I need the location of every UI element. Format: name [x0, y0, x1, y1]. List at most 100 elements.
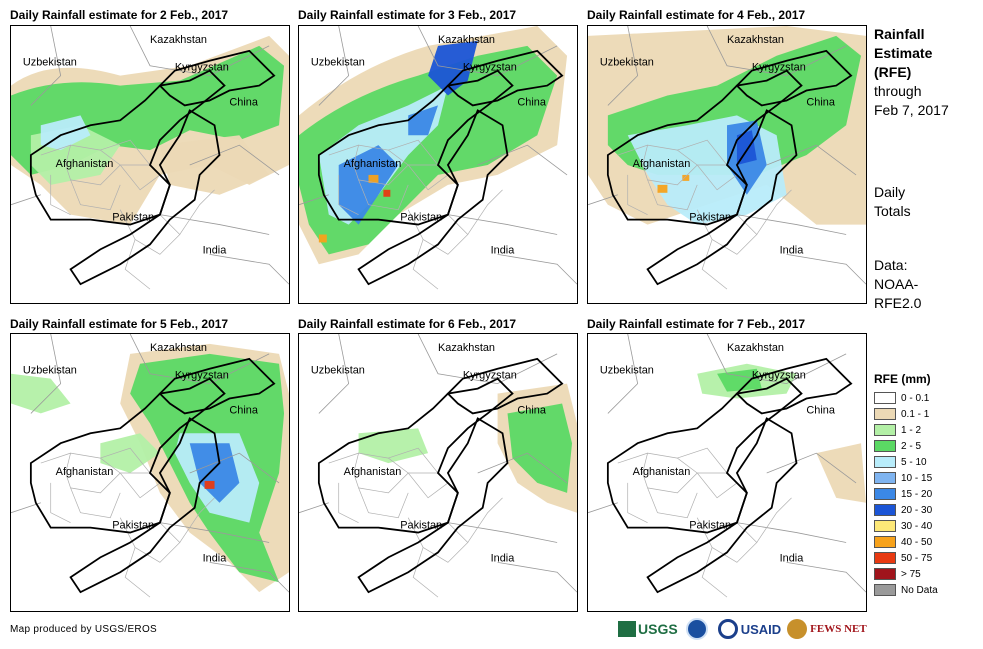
svg-text:Uzbekistan: Uzbekistan — [23, 57, 77, 69]
legend-item: 10 - 15 — [874, 470, 938, 486]
panel-title-3: Daily Rainfall estimate for 4 Feb., 2017 — [587, 8, 806, 22]
svg-text:Afghanistan: Afghanistan — [633, 158, 691, 170]
svg-text:Kazakhstan: Kazakhstan — [727, 34, 784, 46]
legend-item: 5 - 10 — [874, 454, 938, 470]
legend-label: 40 - 50 — [901, 536, 933, 548]
panel-title-2: Daily Rainfall estimate for 3 Feb., 2017 — [298, 8, 517, 22]
legend-swatch — [874, 488, 896, 500]
legend-title: RFE (mm) — [874, 372, 931, 386]
svg-text:Pakistan: Pakistan — [689, 212, 731, 224]
through-label: through — [874, 83, 922, 99]
svg-text:Pakistan: Pakistan — [400, 520, 442, 532]
svg-text:Uzbekistan: Uzbekistan — [23, 365, 77, 377]
legend-swatch — [874, 440, 896, 452]
daily-totals-line-1: Daily — [874, 184, 906, 200]
map-graphic: Kazakhstan Uzbekistan Kyrgyzstan China A… — [588, 334, 866, 598]
svg-text:Uzbekistan: Uzbekistan — [311, 57, 365, 69]
svg-text:Afghanistan: Afghanistan — [56, 466, 114, 478]
legend-item: > 75 — [874, 566, 938, 582]
panel-title-5: Daily Rainfall estimate for 6 Feb., 2017 — [298, 317, 517, 331]
svg-text:Afghanistan: Afghanistan — [56, 158, 114, 170]
svg-text:China: China — [229, 96, 258, 108]
legend-swatch — [874, 472, 896, 484]
svg-text:Pakistan: Pakistan — [400, 212, 442, 224]
svg-text:Pakistan: Pakistan — [112, 520, 154, 532]
partner-logos: USGS USAID FEWS NET — [618, 616, 867, 642]
map-credit: Map produced by USGS/EROS — [10, 624, 158, 635]
rainfall-map-feb-6: Kazakhstan Uzbekistan Kyrgyzstan China A… — [298, 333, 578, 612]
legend-swatch — [874, 504, 896, 516]
usgs-logo-text: USGS — [638, 621, 678, 637]
rfe-title-line-1: Rainfall — [874, 26, 925, 42]
legend-item: 0.1 - 1 — [874, 406, 938, 422]
legend-label: 20 - 30 — [901, 504, 933, 516]
rfe-title: Rainfall Estimate (RFE) through Feb 7, 2… — [874, 25, 949, 120]
fews-globe-icon — [787, 619, 808, 639]
svg-text:China: China — [517, 404, 546, 416]
svg-text:Kyrgyzstan: Kyrgyzstan — [175, 62, 229, 74]
rainfall-map-feb-3: Kazakhstan Uzbekistan Kyrgyzstan China A… — [298, 25, 578, 304]
daily-totals-line-2: Totals — [874, 203, 911, 219]
legend-label: 50 - 75 — [901, 552, 933, 564]
through-date: Feb 7, 2017 — [874, 102, 949, 118]
svg-text:India: India — [491, 552, 516, 564]
legend-item: 1 - 2 — [874, 422, 938, 438]
usgs-logo: USGS — [618, 621, 678, 637]
rainfall-map-feb-5: Kazakhstan Uzbekistan Kyrgyzstan China A… — [10, 333, 290, 612]
panel-title-6: Daily Rainfall estimate for 7 Feb., 2017 — [587, 317, 806, 331]
legend-swatch — [874, 392, 896, 404]
legend-item: 0 - 0.1 — [874, 390, 938, 406]
svg-text:Kyrgyzstan: Kyrgyzstan — [752, 370, 806, 382]
svg-text:Kyrgyzstan: Kyrgyzstan — [463, 370, 517, 382]
legend-label: 1 - 2 — [901, 424, 922, 436]
rfe-title-line-3: (RFE) — [874, 64, 912, 80]
legend-swatch — [874, 424, 896, 436]
usaid-logo-text: USAID — [740, 621, 782, 637]
legend-label: 5 - 10 — [901, 456, 927, 468]
legend-item: 50 - 75 — [874, 550, 938, 566]
map-graphic: Kazakhstan Uzbekistan Kyrgyzstan China A… — [11, 26, 289, 290]
map-graphic: Kazakhstan Uzbekistan Kyrgyzstan China A… — [11, 334, 289, 598]
data-source: Data: NOAA- RFE2.0 — [874, 256, 921, 313]
svg-text:China: China — [517, 96, 546, 108]
svg-text:China: China — [806, 404, 835, 416]
svg-text:Kazakhstan: Kazakhstan — [438, 34, 495, 46]
map-graphic: Kazakhstan Uzbekistan Kyrgyzstan China A… — [588, 26, 866, 290]
daily-totals: Daily Totals — [874, 183, 911, 221]
legend-label: 0 - 0.1 — [901, 392, 930, 404]
map-graphic: Kazakhstan Uzbekistan Kyrgyzstan China A… — [299, 334, 577, 598]
data-source-line-1: NOAA- — [874, 276, 919, 292]
panel-title-1: Daily Rainfall estimate for 2 Feb., 2017 — [10, 8, 229, 22]
legend-swatch — [874, 552, 896, 564]
legend-item: 20 - 30 — [874, 502, 938, 518]
legend-label: 30 - 40 — [901, 520, 933, 532]
svg-text:Uzbekistan: Uzbekistan — [311, 365, 365, 377]
legend-label: 10 - 15 — [901, 472, 933, 484]
legend-label: No Data — [901, 584, 938, 596]
usaid-seal-icon — [717, 619, 738, 639]
legend-item: 2 - 5 — [874, 438, 938, 454]
svg-text:Uzbekistan: Uzbekistan — [600, 57, 654, 69]
fews-logo-text: FEWS NET — [810, 623, 867, 635]
rainfall-map-feb-7: Kazakhstan Uzbekistan Kyrgyzstan China A… — [587, 333, 867, 612]
svg-text:Kazakhstan: Kazakhstan — [150, 34, 207, 46]
rainfall-map-feb-4: Kazakhstan Uzbekistan Kyrgyzstan China A… — [587, 25, 867, 304]
svg-text:Afghanistan: Afghanistan — [633, 466, 691, 478]
svg-text:Kyrgyzstan: Kyrgyzstan — [752, 62, 806, 74]
svg-text:Kyrgyzstan: Kyrgyzstan — [175, 370, 229, 382]
usgs-mark-icon — [618, 621, 636, 637]
svg-text:India: India — [491, 244, 516, 256]
legend-label: 0.1 - 1 — [901, 408, 930, 420]
svg-text:China: China — [806, 96, 835, 108]
rainfall-map-feb-2: Kazakhstan Uzbekistan Kyrgyzstan China A… — [10, 25, 290, 304]
map-graphic: Kazakhstan Uzbekistan Kyrgyzstan China A… — [299, 26, 577, 290]
legend-swatch — [874, 568, 896, 580]
svg-text:Kazakhstan: Kazakhstan — [727, 342, 784, 354]
legend-swatch — [874, 408, 896, 420]
svg-text:Kazakhstan: Kazakhstan — [438, 342, 495, 354]
data-source-line-2: RFE2.0 — [874, 295, 922, 311]
svg-text:Kyrgyzstan: Kyrgyzstan — [463, 62, 517, 74]
legend-swatch — [874, 584, 896, 596]
svg-text:Pakistan: Pakistan — [689, 520, 731, 532]
svg-text:Uzbekistan: Uzbekistan — [600, 365, 654, 377]
